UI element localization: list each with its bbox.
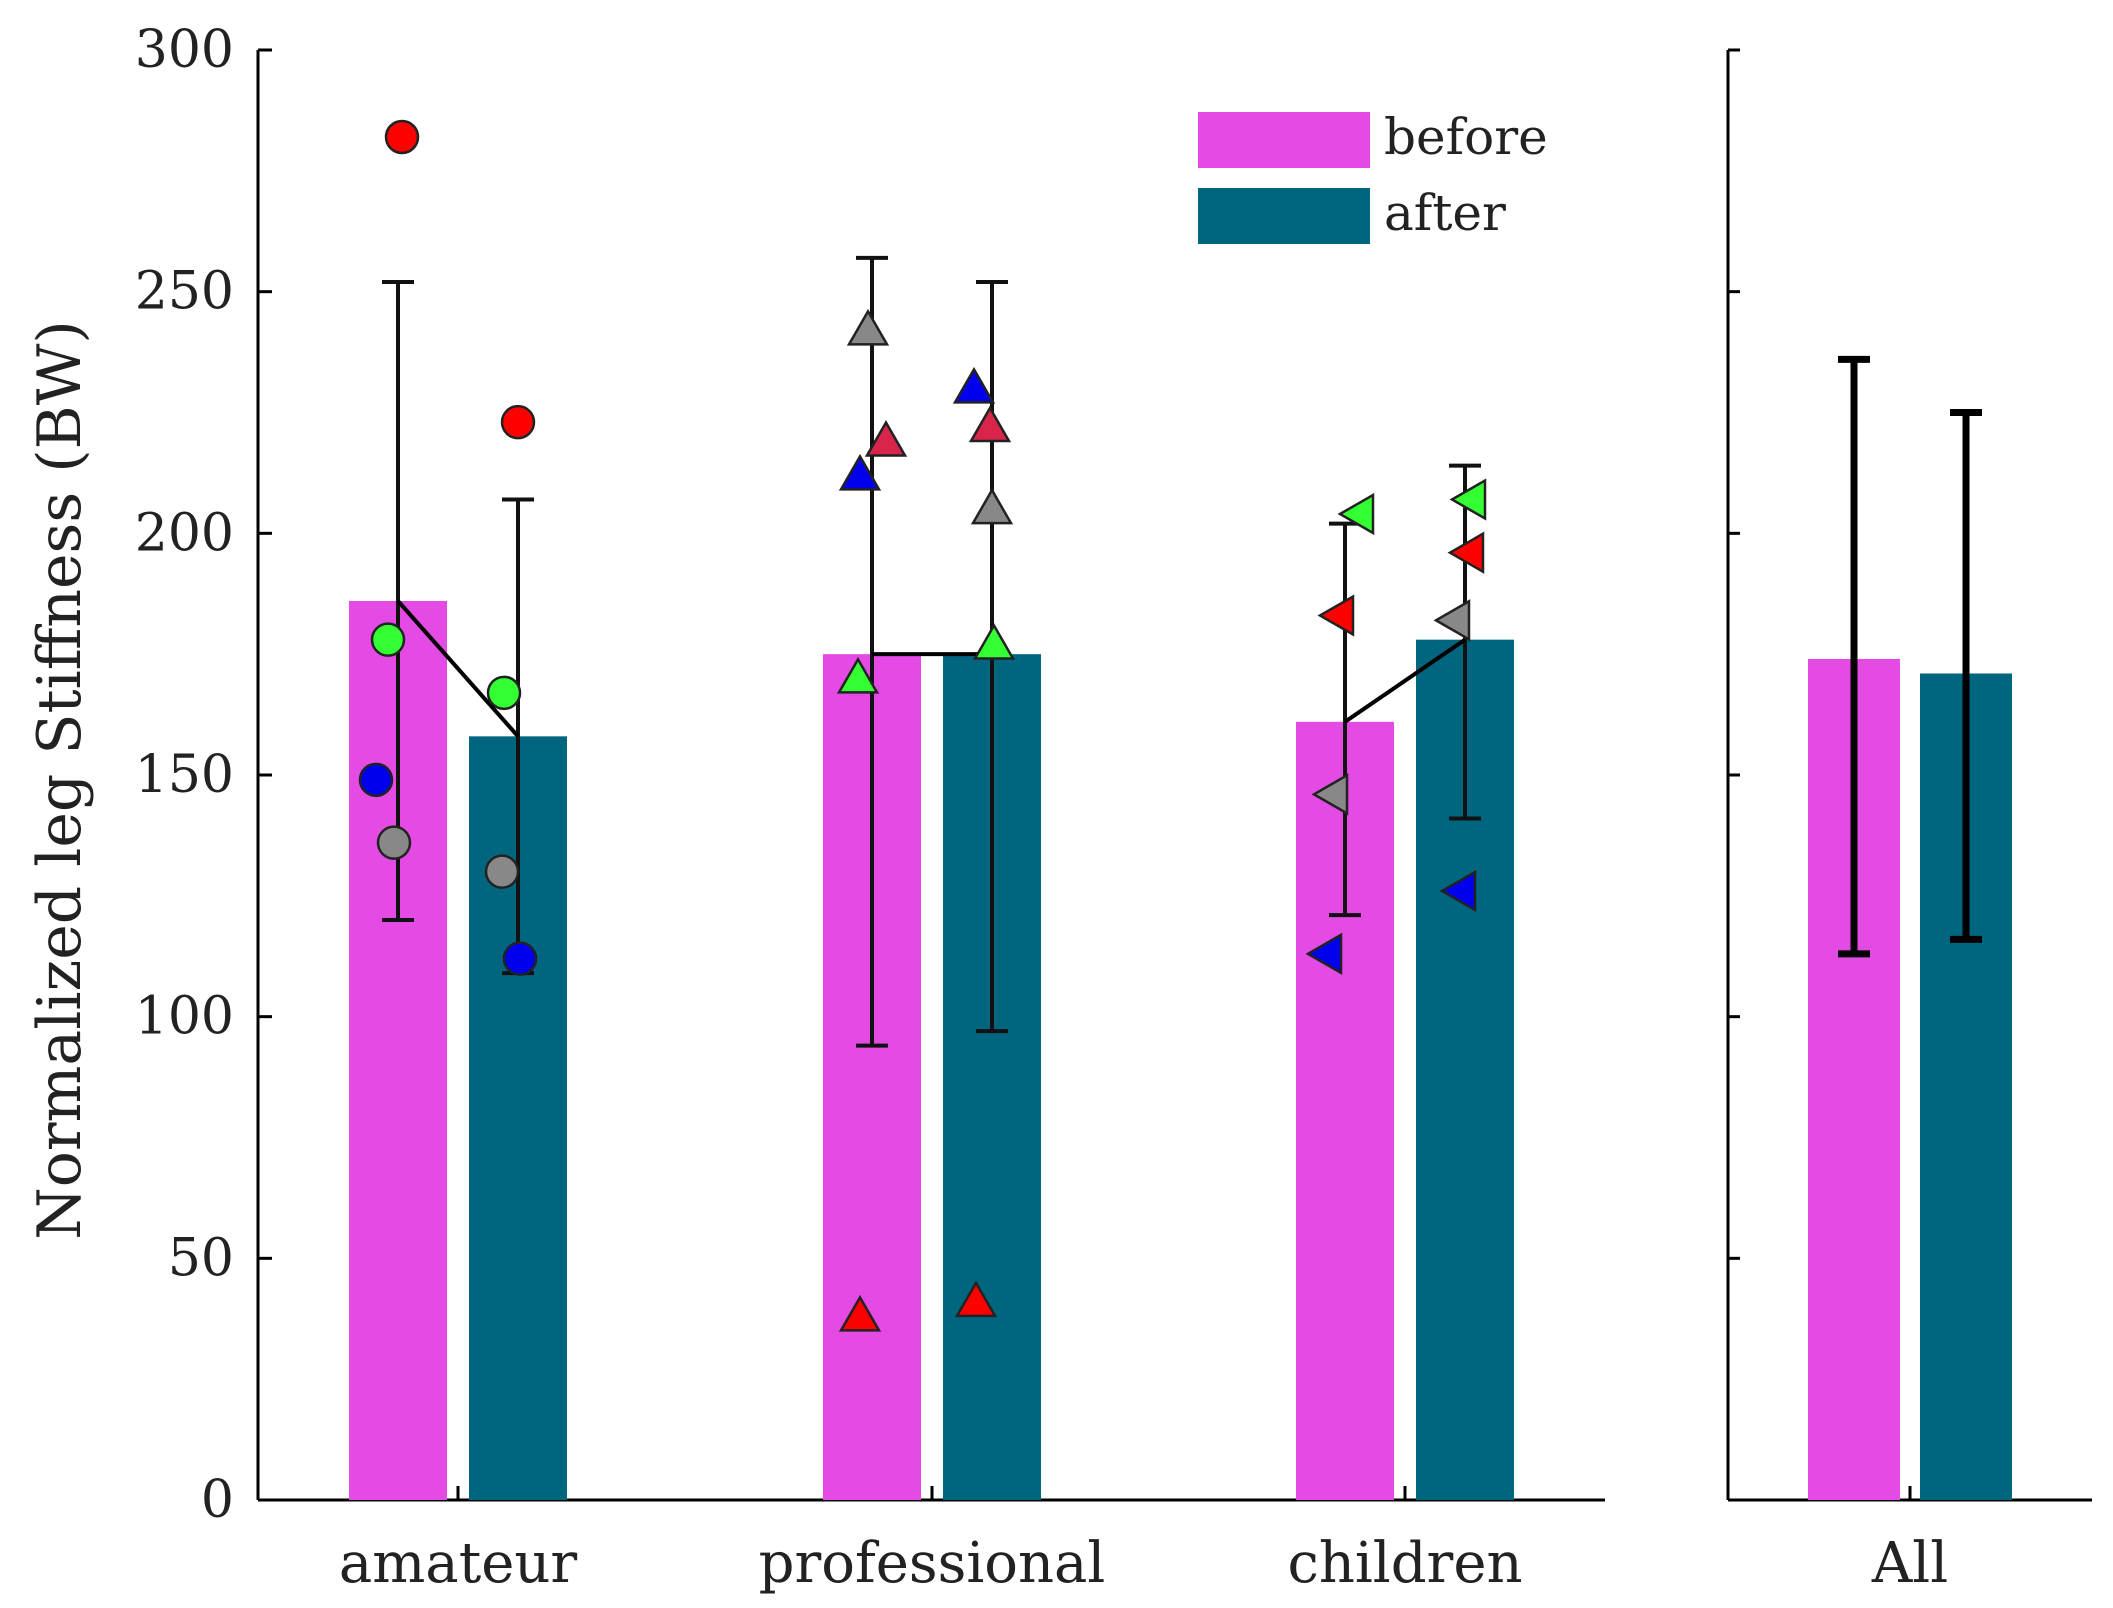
subject-marker xyxy=(358,762,394,798)
subject-marker xyxy=(972,622,1016,660)
y-tick-label: 150 xyxy=(135,745,234,805)
subject-marker xyxy=(370,622,406,657)
y-tick-label: 100 xyxy=(135,987,234,1047)
subject-marker xyxy=(838,1294,882,1332)
subject-marker xyxy=(1305,932,1343,975)
subject-marker xyxy=(1433,599,1471,642)
y-tick-label: 50 xyxy=(168,1228,234,1288)
y-tick-label: 250 xyxy=(135,262,234,322)
grouped-axes: 0 50 100 150 200 250 300 amateur professional chi… xyxy=(135,20,1605,1596)
subject-marker xyxy=(864,419,908,457)
subject-marker xyxy=(1449,478,1487,521)
mean-connector-line xyxy=(396,599,520,738)
x-tick-label: amateur xyxy=(339,1531,578,1596)
subject-marker xyxy=(384,119,420,155)
x-tick-label: All xyxy=(1871,1531,1948,1596)
all-axes: All xyxy=(1726,48,2092,1596)
subject-marker xyxy=(486,675,522,711)
legend: before after xyxy=(1198,108,1548,244)
subject-marker xyxy=(836,656,880,694)
y-tick-label: 200 xyxy=(135,503,234,563)
subject-marker xyxy=(502,941,538,976)
subject-marker xyxy=(1447,531,1485,574)
legend-label-before: before xyxy=(1384,108,1548,166)
x-tick-label: children xyxy=(1287,1531,1522,1596)
subject-marker xyxy=(970,487,1014,525)
y-tick-label: 300 xyxy=(135,20,234,80)
subject-marker xyxy=(968,405,1012,443)
subject-marker xyxy=(1317,594,1355,637)
legend-swatch-after xyxy=(1198,188,1370,244)
x-tick-label: professional xyxy=(759,1531,1106,1596)
y-axis-label: Normalized leg Stiffness (BW) xyxy=(25,320,95,1240)
subject-marker xyxy=(954,1280,998,1318)
mean-connector-line xyxy=(1343,638,1467,724)
subject-marker xyxy=(1439,869,1477,913)
subject-marker xyxy=(846,308,890,346)
subject-marker xyxy=(484,854,520,889)
subject-marker xyxy=(1311,773,1349,816)
legend-swatch-before xyxy=(1198,112,1370,168)
y-tick-label: 0 xyxy=(201,1470,234,1530)
chart-marks xyxy=(349,119,2012,1500)
subject-marker xyxy=(376,825,412,860)
subject-marker xyxy=(1337,492,1375,536)
subject-marker xyxy=(838,453,882,491)
legend-label-after: after xyxy=(1384,184,1506,242)
subject-marker xyxy=(952,366,996,404)
subject-marker xyxy=(500,404,536,440)
